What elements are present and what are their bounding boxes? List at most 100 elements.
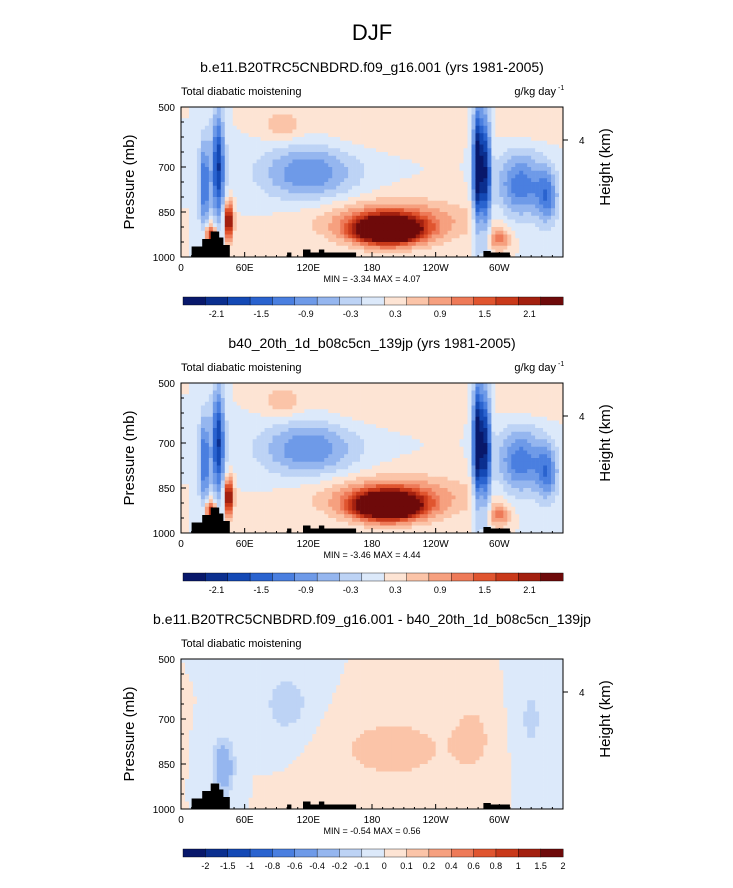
heat-cell [411, 409, 417, 414]
heat-cell [228, 234, 234, 239]
heat-cell [236, 110, 241, 115]
heat-cell [415, 118, 421, 123]
heat-cell [252, 178, 257, 183]
heat-cell [208, 155, 214, 160]
heat-cell [240, 208, 245, 213]
heat-cell [515, 390, 520, 395]
heat-cell [236, 227, 241, 232]
heat-cell [184, 208, 190, 213]
heat-cell [356, 107, 361, 112]
heat-cell [300, 230, 305, 235]
heat-cell [467, 398, 472, 403]
heat-cell [216, 182, 222, 187]
heat-cell [511, 110, 516, 115]
heat-cell [252, 242, 257, 247]
heat-cell [511, 185, 516, 190]
heat-cell [276, 208, 281, 213]
heat-cell [276, 223, 281, 228]
heat-cell [423, 227, 429, 232]
heat-cell [296, 227, 301, 232]
heat-cell [344, 140, 349, 145]
heat-cell [256, 245, 261, 250]
heat-cell [204, 174, 210, 179]
heat-cell [499, 152, 504, 157]
heat-cell [487, 137, 492, 142]
heat-cell [264, 197, 269, 202]
heat-cell [427, 185, 432, 190]
heat-cell [507, 227, 512, 232]
heat-cell [232, 215, 238, 220]
heat-cell [244, 215, 249, 220]
heat-cell [292, 118, 297, 123]
heat-cell [216, 159, 222, 164]
heat-cell [268, 386, 273, 391]
heat-cell [204, 129, 210, 134]
heat-cell [419, 122, 425, 127]
heat-cell [539, 238, 544, 243]
heat-cell [288, 125, 293, 130]
heat-cell [443, 230, 448, 235]
heat-cell [360, 182, 365, 187]
heat-cell [236, 223, 241, 228]
heat-cell [399, 155, 405, 160]
heat-cell [507, 167, 512, 172]
heat-cell [268, 137, 273, 142]
heat-cell [491, 242, 496, 247]
heat-cell [260, 125, 265, 130]
heat-cell [535, 140, 540, 145]
heat-cell [188, 394, 194, 399]
heat-cell [232, 185, 238, 190]
heat-cell [240, 178, 245, 183]
heat-cell [260, 167, 265, 172]
heat-cell [455, 159, 460, 164]
heat-cell [296, 122, 301, 127]
heat-cell [336, 223, 341, 228]
heat-cell [495, 193, 500, 198]
heat-cell [360, 227, 365, 232]
heat-cell [555, 174, 560, 179]
heat-cell [188, 212, 194, 217]
heat-cell [332, 409, 337, 414]
heat-cell [344, 215, 349, 220]
heat-cell [479, 394, 484, 399]
heat-cell [551, 182, 556, 187]
heat-cell [391, 167, 397, 172]
heat-cell [551, 197, 556, 202]
heat-cell [256, 242, 261, 247]
heat-cell [184, 125, 190, 130]
heat-cell [535, 178, 540, 183]
heat-cell [224, 152, 230, 157]
heat-cell [304, 174, 309, 179]
heat-cell [320, 144, 325, 149]
heat-cell [204, 215, 210, 220]
heat-cell [503, 401, 508, 406]
heat-cell [228, 208, 234, 213]
heat-cell [411, 140, 417, 145]
heat-cell [395, 398, 401, 403]
heat-cell [216, 170, 222, 175]
heat-cell [399, 413, 405, 418]
heat-cell [527, 390, 532, 395]
heat-cell [264, 242, 269, 247]
heat-cell [188, 215, 194, 220]
heat-cell [328, 215, 333, 220]
heat-cell [435, 148, 440, 153]
heat-cell [332, 416, 337, 421]
heat-cell [539, 110, 544, 115]
heat-cell [352, 420, 357, 425]
heat-cell [216, 118, 222, 123]
heat-cell [236, 234, 241, 239]
heat-cell [427, 114, 432, 119]
heat-cell [292, 253, 297, 258]
heat-cell [487, 413, 492, 418]
heat-cell [407, 215, 413, 220]
heat-cell [372, 140, 377, 145]
heat-cell [515, 204, 520, 209]
heat-cell [519, 238, 524, 243]
heat-cell [527, 398, 532, 403]
heat-cell [451, 238, 456, 243]
heat-cell [300, 170, 305, 175]
heat-cell [212, 409, 218, 414]
heat-cell [304, 420, 309, 425]
heat-cell [463, 394, 468, 399]
